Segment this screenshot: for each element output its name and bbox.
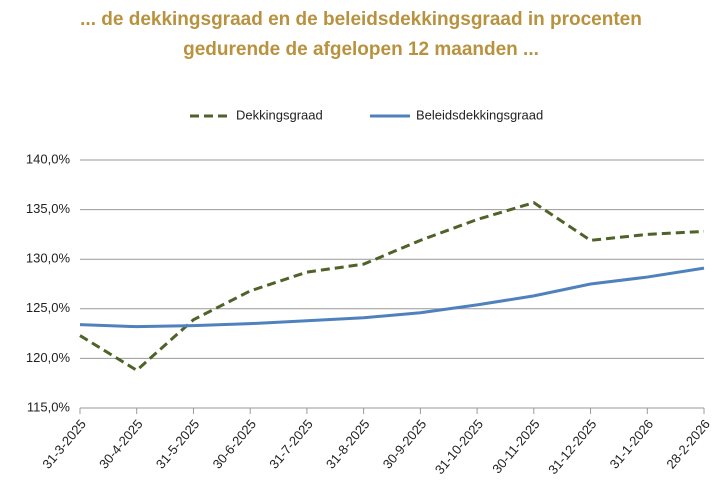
x-tick-label: 30-11-2025 [489, 416, 543, 476]
chart-title: gedurende de afgelopen 12 maanden ... [183, 39, 539, 60]
x-tick-label: 30-9-2025 [380, 416, 430, 471]
data-line [79, 266, 705, 329]
y-tick-label: 130,0% [26, 251, 71, 266]
y-tick-label: 125,0% [26, 300, 71, 315]
y-tick-label: 115,0% [27, 399, 71, 414]
x-tick-label: 30-6-2025 [210, 416, 260, 471]
y-tick-label: 135,0% [26, 201, 71, 216]
x-tick-label: 31-5-2025 [153, 416, 203, 471]
x-tick-label: 31-1-2026 [607, 416, 657, 471]
x-tick-label: 31-10-2025 [432, 416, 486, 477]
x-tick-label: 31-7-2025 [266, 416, 316, 471]
x-tick-label: 30-4-2025 [96, 416, 146, 471]
chart-title: ... de dekkingsgraad en de beleidsdekkin… [80, 9, 642, 30]
legend-label: Beleidsdekkingsgraad [416, 107, 543, 122]
x-tick-label: 28-2-2026 [663, 416, 713, 471]
x-tick-label: 31-8-2025 [323, 416, 373, 471]
y-tick-label: 120,0% [26, 350, 71, 365]
legend-label: Dekkingsgraad [236, 107, 323, 122]
data-line [79, 201, 705, 373]
y-tick-label: 140,0% [26, 151, 71, 166]
x-tick-label: 31-3-2025 [39, 416, 89, 471]
x-tick-label: 31-12-2025 [545, 416, 599, 477]
